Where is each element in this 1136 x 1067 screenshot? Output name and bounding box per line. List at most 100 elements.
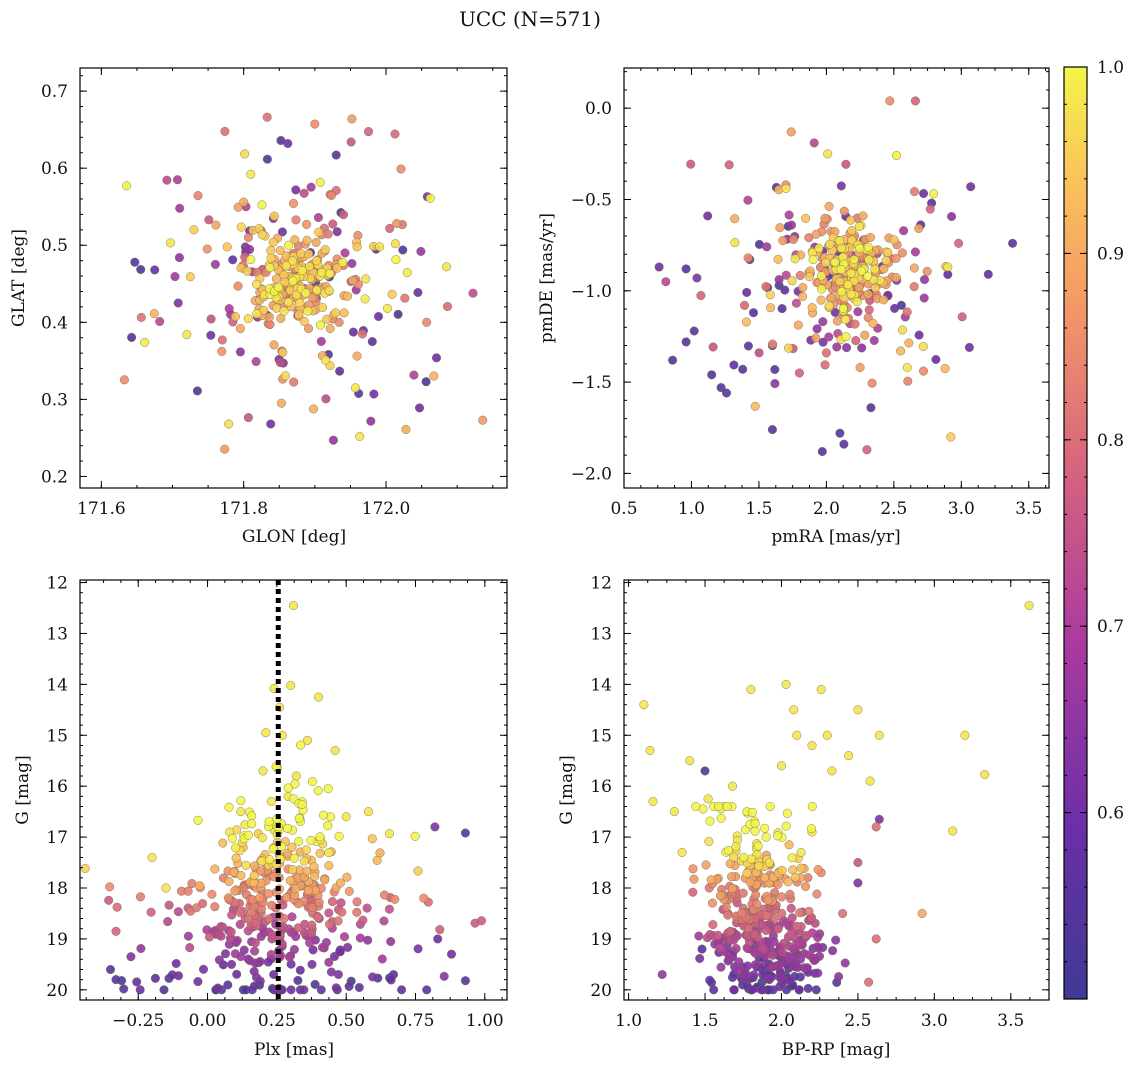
colorbar-ticks: 0.6 0.7 0.8 0.9 1.0 — [1064, 58, 1124, 1000]
scatter-point — [703, 211, 713, 221]
x-tick-label: 0.5 — [610, 499, 637, 519]
scatter-point — [379, 916, 389, 926]
scatter-point — [855, 363, 865, 373]
y-tick-label: 0.4 — [41, 313, 68, 333]
scatter-point — [295, 298, 305, 308]
y-tick-label: 16 — [590, 777, 612, 797]
scatter-point — [899, 226, 909, 236]
scatter-point — [236, 796, 246, 806]
y-tick-label: −0.5 — [571, 190, 612, 210]
scatter-point — [879, 295, 889, 305]
scatter-point — [786, 903, 796, 913]
scatter-point — [339, 210, 349, 220]
scatter-point — [910, 187, 920, 197]
scatter-point — [761, 911, 771, 921]
scatter-point — [296, 740, 306, 750]
scatter-point — [801, 930, 811, 940]
scatter-point — [170, 272, 180, 282]
scatter-point — [700, 766, 710, 776]
scatter-point — [191, 903, 201, 913]
scatter-point — [689, 326, 699, 336]
scatter-point — [777, 908, 787, 918]
scatter-point — [839, 439, 849, 449]
scatter-point — [323, 821, 333, 831]
scatter-point — [311, 237, 321, 247]
scatter-point — [262, 112, 272, 122]
scatter-point — [853, 307, 863, 317]
x-tick-label: 3.0 — [948, 499, 975, 519]
scatter-point — [811, 954, 821, 964]
y-tick-label: 0.7 — [41, 82, 68, 102]
scatter-point — [764, 975, 774, 985]
scatter-point — [743, 195, 753, 205]
scatter-point — [308, 293, 318, 303]
scatter-point — [754, 861, 764, 871]
scatter-point — [841, 332, 851, 342]
scatter-point — [400, 293, 410, 303]
scatter-point — [390, 894, 400, 904]
scatter-point — [130, 257, 140, 267]
scatter-point — [322, 314, 332, 324]
panel-plx-g: −0.25 0.00 0.25 0.50 0.75 1.00 12 13 14 15 16 17 18 1… — [13, 574, 508, 1060]
scatter-point — [731, 842, 741, 852]
scatter-point — [398, 245, 408, 255]
scatter-point — [863, 242, 873, 252]
scatter-point — [804, 233, 814, 243]
scatter-point — [798, 292, 808, 302]
scatter-point — [307, 920, 317, 930]
scatter-point — [862, 445, 872, 455]
scatter-point — [824, 201, 834, 211]
scatter-point — [206, 314, 216, 324]
scatter-point — [891, 273, 901, 283]
scatter-point — [136, 265, 146, 275]
scatter-point — [891, 253, 901, 263]
scatter-point — [879, 264, 889, 274]
scatter-point — [413, 288, 423, 298]
scatter-point — [760, 823, 770, 833]
scatter-point — [696, 291, 706, 301]
scatter-point — [320, 245, 330, 255]
scatter-point — [822, 730, 832, 740]
scatter-point — [193, 191, 203, 201]
scatter-point — [685, 756, 695, 766]
scatter-point — [326, 967, 336, 977]
scatter-point — [301, 845, 311, 855]
scatter-point — [429, 371, 439, 381]
scatter-point — [807, 303, 817, 313]
scatter-point — [425, 193, 435, 203]
scatter-point — [840, 958, 850, 968]
scatter-point — [304, 324, 314, 334]
scatter-point — [206, 330, 216, 340]
scatter-point — [316, 336, 326, 346]
scatter-point — [721, 902, 731, 912]
scatter-point — [315, 848, 325, 858]
scatter-point — [306, 182, 316, 192]
x-tick-label: 0.00 — [189, 1011, 227, 1031]
scatter-point — [409, 370, 419, 380]
scatter-point — [251, 357, 261, 367]
scatter-point — [173, 971, 183, 981]
scatter-point — [741, 969, 751, 979]
scatter-point — [871, 822, 881, 832]
scatter-point — [477, 916, 487, 926]
scatter-point — [814, 243, 824, 253]
scatter-point — [246, 254, 256, 264]
scatter-point — [784, 952, 794, 962]
scatter-point — [677, 847, 687, 857]
scatter-point — [146, 907, 156, 917]
scatter-point — [836, 265, 846, 275]
scatter-point — [844, 751, 854, 761]
scatter-point — [315, 832, 325, 842]
scatter-point — [792, 921, 802, 931]
scatter-point — [328, 435, 338, 445]
scatter-point — [764, 858, 774, 868]
scatter-point — [416, 246, 426, 256]
scatter-point — [836, 181, 846, 191]
scatter-point — [948, 826, 958, 836]
scatter-point — [136, 312, 146, 322]
scatter-point — [287, 842, 297, 852]
axes-frame — [623, 67, 1050, 489]
scatter-point — [919, 293, 929, 303]
scatter-point — [230, 949, 240, 959]
panel-glon-glat-ylabel: GLAT [deg] — [9, 229, 29, 327]
